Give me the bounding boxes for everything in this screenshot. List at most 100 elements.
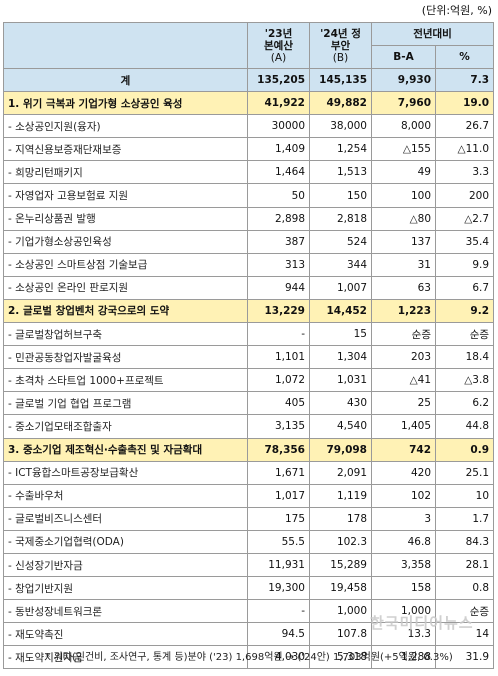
value-diff: 9,930 <box>371 67 436 93</box>
table-row: - 초격차 스타트업 1000+프로젝트 1,072 1,031 △41 △3.8 <box>3 368 495 393</box>
value-diff: 158 <box>371 576 436 601</box>
value-2024: 15 <box>309 322 372 347</box>
value-diff: 203 <box>371 345 436 370</box>
value-pct: △3.8 <box>434 368 495 393</box>
table-row: - 소상공인지원(융자) 30000 38,000 8,000 26.7 <box>3 114 495 139</box>
value-2023: 4,030 <box>247 645 310 670</box>
header-blank <box>3 22 248 69</box>
value-pct: 7.3 <box>434 67 495 93</box>
table-row: - 수출바우처 1,017 1,119 102 10 <box>3 483 495 508</box>
table-row: - 창업기반지원 19,300 19,458 158 0.8 <box>3 576 495 601</box>
value-diff: 31 <box>371 252 436 277</box>
header-2023-line3: (A) <box>270 51 287 64</box>
value-pct: 84.3 <box>434 529 495 554</box>
header-2023-line2: 본예산 <box>264 39 293 52</box>
table-row: - 소상공인 스마트상점 기술보급 313 344 31 9.9 <box>3 252 495 277</box>
row-name: - 지역신용보증재단재보증 <box>3 137 248 162</box>
value-pct: 10 <box>434 483 495 508</box>
table-row: - 자영업자 고용보험료 지원 50 150 100 200 <box>3 183 495 208</box>
table-row: - 재도약촉진 94.5 107.8 13.3 14 <box>3 622 495 647</box>
value-2024: 430 <box>309 391 372 416</box>
table-row: - 글로벌창업허브구축 -15 순증 순증 <box>3 322 495 347</box>
value-2024: 1,119 <box>309 483 372 508</box>
value-2023: 41,922 <box>247 91 310 116</box>
table-row: - 기업가형소상공인육성 387 524 137 35.4 <box>3 229 495 254</box>
row-name: - 글로벌창업허브구축 <box>3 322 248 347</box>
value-2023: 1,072 <box>247 368 310 393</box>
value-2023: 50 <box>247 183 310 208</box>
value-diff: 7,960 <box>371 91 436 116</box>
value-2023: 94.5 <box>247 622 310 647</box>
value-pct: 18.4 <box>434 345 495 370</box>
table-row: - 희망리턴패키지 1,464 1,513 49 3.3 <box>3 160 495 185</box>
value-diff: △155 <box>371 137 436 162</box>
value-diff: 420 <box>371 460 436 485</box>
value-2024: 1,000 <box>309 599 372 624</box>
table-row: - 신성장기반자금 11,931 15,289 3,358 28.1 <box>3 552 495 578</box>
header-2023-line1: '23년 <box>264 27 293 40</box>
row-name: - 중소기업모태조합출자 <box>3 414 248 439</box>
value-2023: - <box>247 322 310 347</box>
value-2024: 1,007 <box>309 275 372 300</box>
value-2024: 178 <box>309 506 372 531</box>
row-name: - 신성장기반자금 <box>3 552 248 578</box>
value-diff: △41 <box>371 368 436 393</box>
row-name: - 기업가형소상공인육성 <box>3 229 248 254</box>
header-2024-plan: '24년 정 부안 (B) <box>309 22 372 69</box>
table-row: - 재도약지원자금 4,030 5,318 1,288 31.9 <box>3 645 495 670</box>
section-row: 1. 위기 극복과 기업가형 소상공인 육성 41,922 49,882 7,960 1… <box>3 91 495 116</box>
value-pct: 순증 <box>434 322 495 347</box>
row-name: - 소상공인지원(융자) <box>3 114 248 139</box>
header-pct: % <box>434 45 495 69</box>
value-2023: 1,017 <box>247 483 310 508</box>
row-name: - 수출바우처 <box>3 483 248 508</box>
value-pct: 0.9 <box>434 437 495 462</box>
watermark: 한국미디어뉴스 <box>370 614 474 632</box>
row-name: - 온누리상품권 발행 <box>3 206 248 231</box>
value-2024: 1,254 <box>309 137 372 162</box>
table-row: - ICT융합스마트공장보급확산 1,671 2,091 420 25.1 <box>3 460 495 485</box>
value-pct: 31.9 <box>434 645 495 670</box>
value-diff: 49 <box>371 160 436 185</box>
value-2024: 19,458 <box>309 576 372 601</box>
value-2024: 107.8 <box>309 622 372 647</box>
row-name: 2. 글로벌 창업벤처 강국으로의 도약 <box>3 298 248 324</box>
row-name: - 소상공인 온라인 판로지원 <box>3 275 248 300</box>
row-name: 계 <box>3 67 248 93</box>
value-pct: 0.8 <box>434 576 495 601</box>
value-pct: 28.1 <box>434 552 495 578</box>
value-diff: 순증 <box>371 322 436 347</box>
value-2023: 1,464 <box>247 160 310 185</box>
value-2024: 145,135 <box>309 67 372 93</box>
header-2024-line2: 부안 <box>330 39 351 52</box>
value-2023: 1,101 <box>247 345 310 370</box>
row-name: - ICT융합스마트공장보급확산 <box>3 460 248 485</box>
value-pct: 9.2 <box>434 298 495 324</box>
value-2023: 30000 <box>247 114 310 139</box>
value-2023: - <box>247 599 310 624</box>
value-2023: 19,300 <box>247 576 310 601</box>
value-pct: 3.3 <box>434 160 495 185</box>
table-row: - 글로벌비즈니스센터 175 178 3 1.7 <box>3 506 495 531</box>
value-2023: 1,671 <box>247 460 310 485</box>
value-2023: 13,229 <box>247 298 310 324</box>
value-pct: 9.9 <box>434 252 495 277</box>
value-pct: 19.0 <box>434 91 495 116</box>
value-2024: 1,304 <box>309 345 372 370</box>
value-diff: 742 <box>371 437 436 462</box>
value-2024: 38,000 <box>309 114 372 139</box>
value-pct: 25.1 <box>434 460 495 485</box>
value-diff: 1,223 <box>371 298 436 324</box>
row-name: - 글로벌 기업 협업 프로그램 <box>3 391 248 416</box>
value-2023: 313 <box>247 252 310 277</box>
value-diff: 102 <box>371 483 436 508</box>
value-2024: 1,513 <box>309 160 372 185</box>
value-2023: 55.5 <box>247 529 310 554</box>
value-diff: 63 <box>371 275 436 300</box>
value-diff: △80 <box>371 206 436 231</box>
value-diff: 46.8 <box>371 529 436 554</box>
row-name: - 재도약촉진 <box>3 622 248 647</box>
table-row: - 동반성장네트워크론 -1,000 1,000 순증 <box>3 599 495 624</box>
table-row: - 소상공인 온라인 판로지원 944 1,007 63 6.7 <box>3 275 495 300</box>
row-name: - 민관공동창업자발굴육성 <box>3 345 248 370</box>
